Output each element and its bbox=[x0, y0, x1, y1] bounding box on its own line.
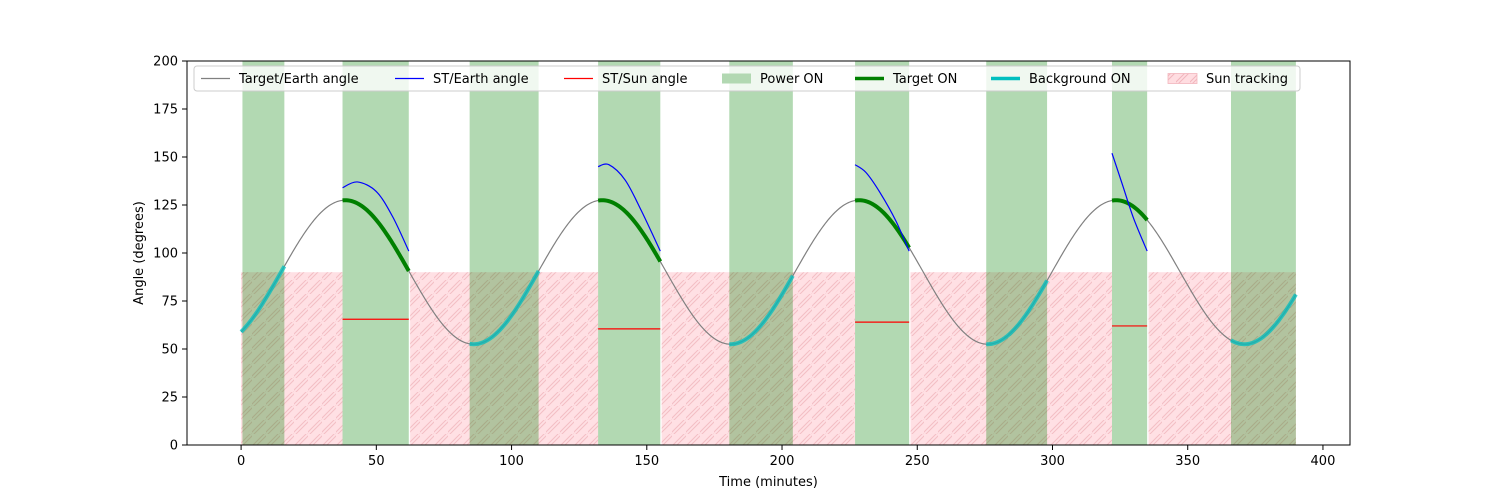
power-on-band bbox=[986, 61, 1048, 445]
background-on-segment bbox=[729, 274, 795, 347]
target-on-segment bbox=[1111, 198, 1149, 222]
x-tick-label: 350 bbox=[1175, 454, 1200, 469]
power-on-band bbox=[1111, 61, 1148, 445]
power-on-band bbox=[469, 61, 539, 445]
power-on-band bbox=[855, 61, 910, 445]
sun-tracking-band bbox=[661, 272, 856, 445]
legend-label: ST/Earth angle bbox=[433, 72, 529, 87]
x-tick-label: 250 bbox=[905, 454, 930, 469]
sun-tracking-band bbox=[910, 272, 1112, 445]
x-tick-label: 50 bbox=[368, 454, 385, 469]
y-axis: 0 25 50 75 100 125 150 175 200 bbox=[153, 55, 187, 454]
sun-tracking-band bbox=[410, 272, 599, 445]
legend-label: Sun tracking bbox=[1206, 72, 1288, 87]
legend: Target/Earth angle ST/Earth angle ST/Sun a… bbox=[193, 65, 1301, 92]
legend-entry: Target/Earth angle bbox=[201, 72, 359, 87]
y-tick-label: 150 bbox=[153, 151, 178, 166]
st-earth-angle-line bbox=[597, 163, 661, 252]
legend-entry: ST/Earth angle bbox=[395, 72, 529, 87]
y-tick-label: 100 bbox=[153, 247, 178, 262]
legend-entry: ST/Sun angle bbox=[564, 72, 688, 87]
x-axis: 0 50 100 150 200 250 300 350 400 bbox=[237, 445, 1335, 469]
legend-label: Target ON bbox=[892, 72, 957, 87]
y-tick-label: 175 bbox=[153, 103, 178, 118]
st-earth-angle-line bbox=[342, 181, 410, 252]
legend-label: Background ON bbox=[1029, 72, 1131, 87]
y-tick-label: 200 bbox=[153, 55, 178, 70]
x-tick-label: 400 bbox=[1311, 454, 1336, 469]
sun-tracking-band bbox=[1148, 272, 1296, 445]
legend-entry: Background ON bbox=[991, 72, 1131, 87]
legend-entry: Target ON bbox=[855, 72, 957, 87]
x-axis-label: Time (minutes) bbox=[718, 475, 818, 490]
legend-swatch bbox=[1167, 73, 1198, 84]
y-tick-label: 125 bbox=[153, 199, 178, 214]
sun-tracking-band bbox=[241, 272, 343, 445]
y-axis-label: Angle (degrees) bbox=[132, 201, 147, 305]
power-on-band bbox=[1230, 61, 1296, 445]
x-tick-label: 0 bbox=[237, 454, 245, 469]
background-on-segment bbox=[986, 279, 1049, 347]
plot-area bbox=[239, 61, 1298, 445]
y-tick-label: 25 bbox=[161, 391, 178, 406]
legend-label: Power ON bbox=[760, 72, 823, 87]
target-on-segment bbox=[342, 198, 411, 272]
background-on-segment bbox=[469, 270, 541, 347]
power-on-band bbox=[598, 61, 661, 445]
legend-label: ST/Sun angle bbox=[602, 72, 688, 87]
x-tick-label: 300 bbox=[1040, 454, 1065, 469]
legend-entry: Power ON bbox=[722, 72, 823, 87]
x-tick-label: 200 bbox=[770, 454, 795, 469]
y-tick-label: 0 bbox=[170, 439, 178, 454]
y-tick-label: 75 bbox=[161, 295, 178, 310]
x-tick-label: 100 bbox=[499, 454, 524, 469]
power-on-band bbox=[242, 61, 285, 445]
y-tick-label: 50 bbox=[161, 343, 178, 358]
legend-label: Target/Earth angle bbox=[238, 72, 359, 87]
legend-entry: Sun tracking bbox=[1167, 72, 1288, 87]
st-earth-angle-line bbox=[1111, 152, 1148, 252]
background-on-segment bbox=[239, 265, 287, 334]
target-on-segment bbox=[854, 198, 911, 249]
legend-swatch bbox=[722, 73, 751, 84]
power-on-band bbox=[729, 61, 793, 445]
target-on-segment bbox=[597, 198, 663, 263]
x-tick-label: 150 bbox=[634, 454, 659, 469]
st-earth-angle-line bbox=[854, 164, 910, 252]
background-on-segment bbox=[1230, 293, 1298, 347]
